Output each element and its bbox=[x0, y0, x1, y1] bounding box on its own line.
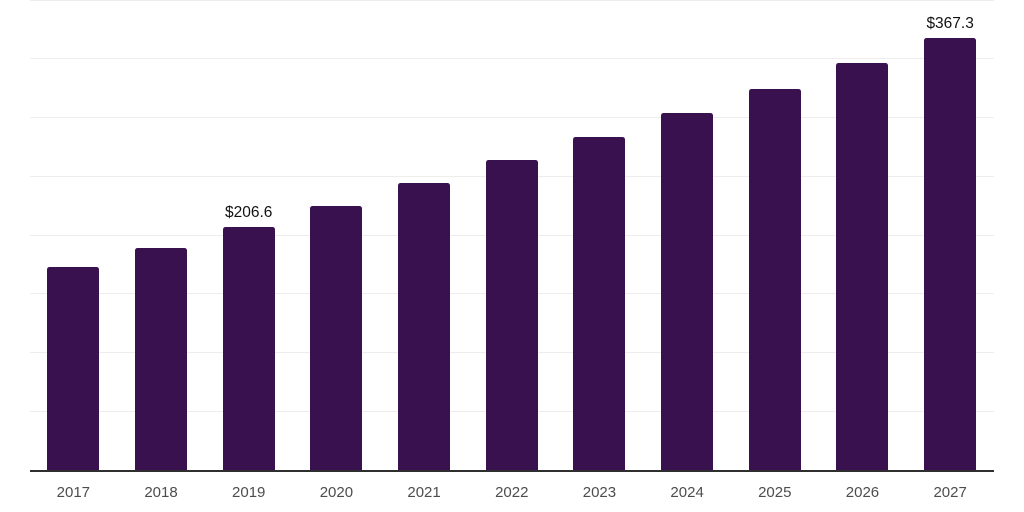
gridline bbox=[29, 117, 994, 118]
bar-2022[interactable] bbox=[485, 160, 538, 470]
bar-2020[interactable] bbox=[310, 205, 363, 470]
x-axis-line bbox=[29, 470, 994, 472]
bar-2017[interactable] bbox=[47, 266, 100, 470]
x-axis-tick-label: 2022 bbox=[495, 484, 529, 501]
bar-2021[interactable] bbox=[398, 183, 451, 470]
bar-2024[interactable] bbox=[661, 113, 714, 470]
x-axis-tick-label: 2023 bbox=[582, 484, 617, 501]
gridline bbox=[29, 58, 994, 60]
bar-2023[interactable] bbox=[573, 137, 626, 470]
bar-value-label: $206.6 bbox=[224, 204, 273, 222]
gridline bbox=[29, 0, 994, 1]
bar-2026[interactable] bbox=[836, 63, 889, 470]
bar-2027[interactable] bbox=[924, 38, 977, 470]
bar-2025[interactable] bbox=[748, 88, 801, 470]
x-axis-tick-label: 2021 bbox=[407, 484, 441, 501]
x-axis-tick-label: 2024 bbox=[670, 484, 704, 501]
bar-value-label: $367.3 bbox=[926, 15, 974, 33]
x-axis-tick-label: 2017 bbox=[56, 484, 91, 501]
x-axis-tick-label: 2026 bbox=[845, 484, 880, 501]
x-axis-tick-label: 2025 bbox=[758, 484, 792, 501]
x-axis-tick-label: 2020 bbox=[319, 484, 354, 501]
x-axis-tick-label: 2027 bbox=[933, 484, 967, 501]
x-axis-tick-label: 2019 bbox=[232, 484, 266, 501]
bar-2019[interactable] bbox=[222, 227, 275, 470]
x-axis-tick-label: 2018 bbox=[144, 484, 178, 501]
bar-2018[interactable] bbox=[135, 248, 188, 470]
